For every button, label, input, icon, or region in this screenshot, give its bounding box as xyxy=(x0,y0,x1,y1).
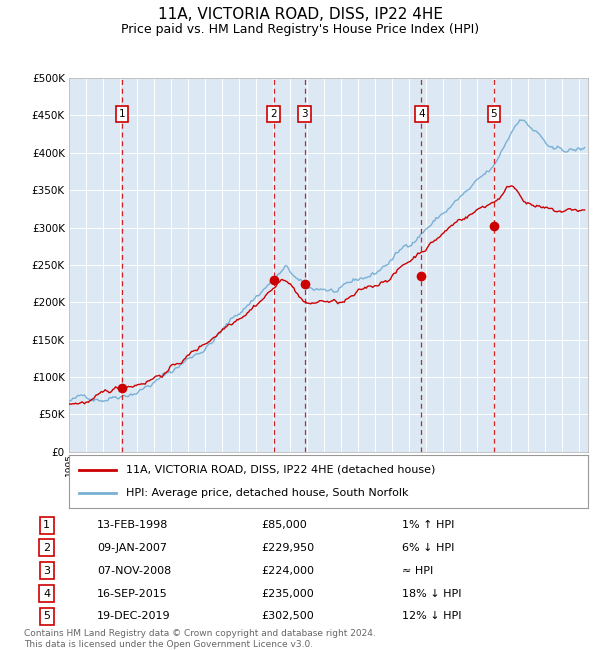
Text: 11A, VICTORIA ROAD, DISS, IP22 4HE (detached house): 11A, VICTORIA ROAD, DISS, IP22 4HE (deta… xyxy=(126,465,436,475)
Text: 5: 5 xyxy=(491,109,497,119)
Text: HPI: Average price, detached house, South Norfolk: HPI: Average price, detached house, Sout… xyxy=(126,488,409,499)
Text: Price paid vs. HM Land Registry's House Price Index (HPI): Price paid vs. HM Land Registry's House … xyxy=(121,23,479,36)
Text: 4: 4 xyxy=(43,588,50,599)
Text: Contains HM Land Registry data © Crown copyright and database right 2024.
This d: Contains HM Land Registry data © Crown c… xyxy=(24,629,376,649)
Text: £235,000: £235,000 xyxy=(261,588,314,599)
Text: £302,500: £302,500 xyxy=(261,611,314,621)
Text: 2: 2 xyxy=(43,543,50,553)
Text: 5: 5 xyxy=(43,611,50,621)
Text: 2: 2 xyxy=(271,109,277,119)
Text: 16-SEP-2015: 16-SEP-2015 xyxy=(97,588,168,599)
Text: 3: 3 xyxy=(301,109,308,119)
Text: 18% ↓ HPI: 18% ↓ HPI xyxy=(402,588,461,599)
Text: 09-JAN-2007: 09-JAN-2007 xyxy=(97,543,167,553)
Text: 12% ↓ HPI: 12% ↓ HPI xyxy=(402,611,461,621)
Text: 3: 3 xyxy=(43,566,50,576)
Text: £224,000: £224,000 xyxy=(261,566,314,576)
Text: 13-FEB-1998: 13-FEB-1998 xyxy=(97,520,169,530)
Text: 1: 1 xyxy=(119,109,125,119)
Text: 07-NOV-2008: 07-NOV-2008 xyxy=(97,566,172,576)
Text: £229,950: £229,950 xyxy=(261,543,314,553)
Text: ≈ HPI: ≈ HPI xyxy=(402,566,433,576)
Text: 6% ↓ HPI: 6% ↓ HPI xyxy=(402,543,454,553)
Text: 19-DEC-2019: 19-DEC-2019 xyxy=(97,611,171,621)
Text: 4: 4 xyxy=(418,109,425,119)
Text: 1: 1 xyxy=(43,520,50,530)
Text: 1% ↑ HPI: 1% ↑ HPI xyxy=(402,520,454,530)
Text: £85,000: £85,000 xyxy=(261,520,307,530)
Text: 11A, VICTORIA ROAD, DISS, IP22 4HE: 11A, VICTORIA ROAD, DISS, IP22 4HE xyxy=(157,7,443,22)
